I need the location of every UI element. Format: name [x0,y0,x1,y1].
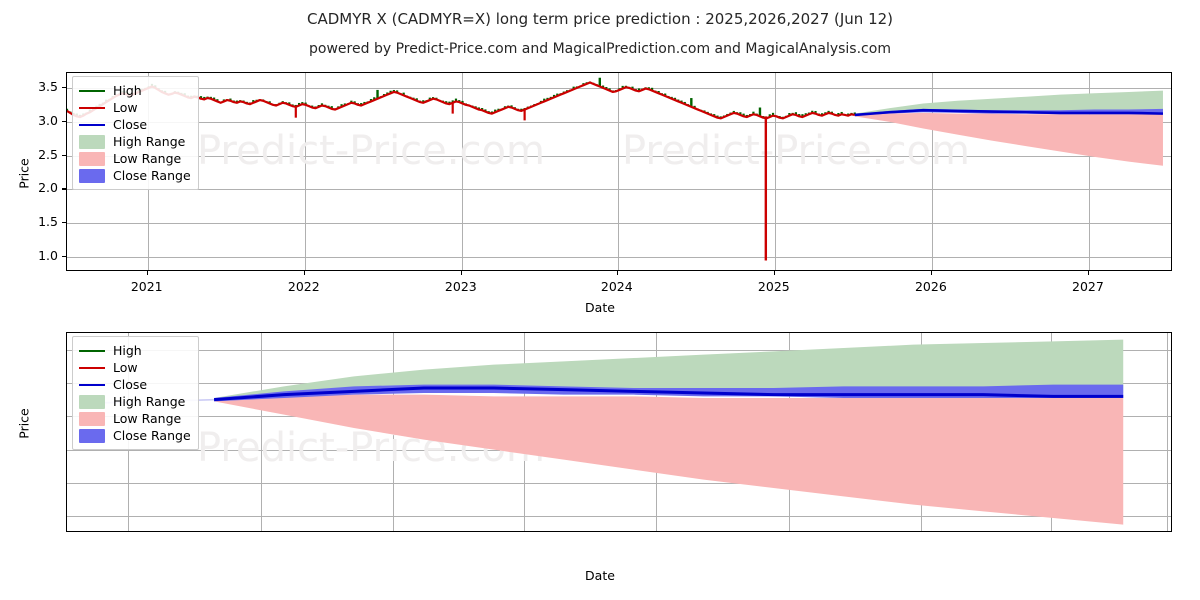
legend-item-high-range: High Range [79,133,191,150]
gridline-vertical [260,333,262,531]
overview-x-axis-label: Date [585,300,615,315]
gridline-horizontal [67,349,1171,351]
gridline-vertical [931,73,933,270]
legend-swatch-band-icon [79,134,105,149]
x-tick-mark [1087,271,1090,275]
legend-label: Low [113,100,138,115]
legend-item-low: Low [79,359,191,376]
detail-series-svg [97,339,1124,525]
gridline-vertical [461,73,463,270]
y-tick-mark [62,86,66,89]
legend-swatch-line-icon [79,118,105,132]
legend-item-low-range: Low Range [79,150,191,167]
legend-label: Low Range [113,151,182,166]
detail-low-range-band [214,394,1124,525]
legend-item-low: Low [79,99,191,116]
y-tick-label: 2.5 [38,146,58,162]
x-tick-mark [773,271,776,275]
y-tick-label: 3.5 [38,78,58,94]
detail-legend: High Low Close High Range Low Range Close Ran… [72,336,199,450]
x-tick-label: 2023 [444,279,477,294]
detail-y-axis-label: Price [16,408,32,439]
y-tick-mark [62,222,66,224]
legend-label: Low Range [113,411,182,426]
legend-swatch-band-icon [79,411,105,426]
gridline-horizontal [67,155,1171,157]
legend-swatch-band-icon [79,168,105,183]
legend-label: Close Range [113,168,191,183]
title-block: CADMYR X (CADMYR=X) long term price pred… [0,0,1200,57]
legend-swatch-band-icon [79,151,105,166]
detail-x-axis-label: Date [585,568,615,583]
y-tick-label: 1.0 [38,248,58,264]
legend-item-close: Close [79,116,191,133]
gridline-vertical [617,73,619,270]
overview-series-svg [67,77,1163,261]
x-tick-label: 2025 [757,279,790,294]
y-tick-label: 3.0 [38,112,58,128]
legend-label: Close [113,377,148,392]
legend-item-high-range: High Range [79,393,191,410]
y-tick-mark [62,154,66,156]
legend-label: High [113,343,142,358]
overview-legend: High Low Close High Range Low Range Close Ran… [72,76,199,190]
y-tick-label: 1.5 [38,214,58,230]
x-tick-mark [303,271,305,275]
x-tick-label: 2022 [287,279,320,294]
legend-swatch-band-icon [79,394,105,409]
x-tick-label: 2027 [1072,279,1104,294]
legend-item-close-range: Close Range [79,427,191,444]
y-tick-mark [62,256,66,258]
legend-item-high: High [79,342,191,359]
legend-label: Close Range [113,428,191,443]
legend-swatch-line-icon [79,344,105,358]
forecast-detail-chart-panel: Price Date Predict-Price.com Predict-Pri… [0,320,1200,600]
overview-plot-area: Predict-Price.com Predict-Price.com [66,72,1172,271]
legend-label: Close [113,117,148,132]
gridline-horizontal [67,223,1171,225]
legend-swatch-band-icon [79,428,105,443]
overview-chart-panel: Price Date Predict-Price.com Predict-Pri… [17,72,1172,315]
x-tick-mark [616,271,618,275]
overview-close-line [854,108,1163,117]
gridline-vertical [1088,73,1090,270]
y-tick-mark [62,188,66,190]
gridline-horizontal [67,189,1171,191]
overview-high-range-band [854,90,1163,115]
legend-swatch-line-icon [79,361,105,375]
detail-close-line [213,386,1124,402]
x-tick-mark [930,271,933,275]
legend-swatch-line-icon [79,101,105,115]
legend-label: High [113,83,142,98]
x-tick-label: 2026 [914,279,947,294]
overview-low-range-band [854,112,1163,166]
y-tick-label: 2.0 [38,180,58,196]
x-tick-mark [460,271,463,275]
legend-item-close: Close [79,376,191,393]
x-tick-mark [146,271,148,275]
page-title: CADMYR X (CADMYR=X) long term price pred… [306,10,894,28]
legend-swatch-line-icon [79,378,105,392]
legend-item-high: High [79,82,191,99]
gridline-vertical [304,73,306,270]
page-subtitle: powered by Predict-Price.com and Magical… [309,41,891,57]
x-tick-label: 2021 [130,279,163,294]
legend-swatch-line-icon [79,84,105,98]
gridline-horizontal [67,516,1171,518]
legend-label: Low [113,360,138,375]
y-tick-mark [62,120,66,122]
legend-label: High Range [113,394,186,409]
gridline-vertical [1167,333,1169,531]
gridline-horizontal [67,121,1171,123]
gridline-vertical [774,73,776,270]
x-tick-label: 2024 [600,279,633,294]
legend-item-close-range: Close Range [79,167,191,184]
detail-high-range-band [214,339,1124,400]
gridline-horizontal [67,483,1171,484]
legend-item-low-range: Low Range [79,410,191,427]
legend-label: High Range [113,134,186,149]
detail-plot-area: Predict-Price.com Predict-Price.com [66,332,1172,532]
gridline-horizontal [67,257,1171,259]
